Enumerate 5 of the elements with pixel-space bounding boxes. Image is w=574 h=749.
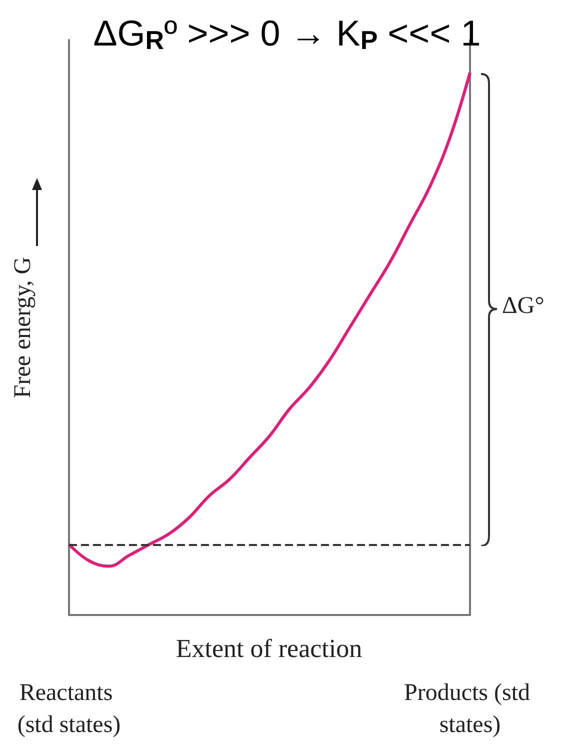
x-tick-label: Products (std states): [404, 680, 536, 738]
y-axis-title: Free energy, G: [10, 256, 36, 398]
x-axis-title: Extent of reaction: [174, 634, 364, 664]
text: ΔG°: [502, 292, 544, 320]
x-tick-label: Reactants (std states): [17, 680, 121, 738]
